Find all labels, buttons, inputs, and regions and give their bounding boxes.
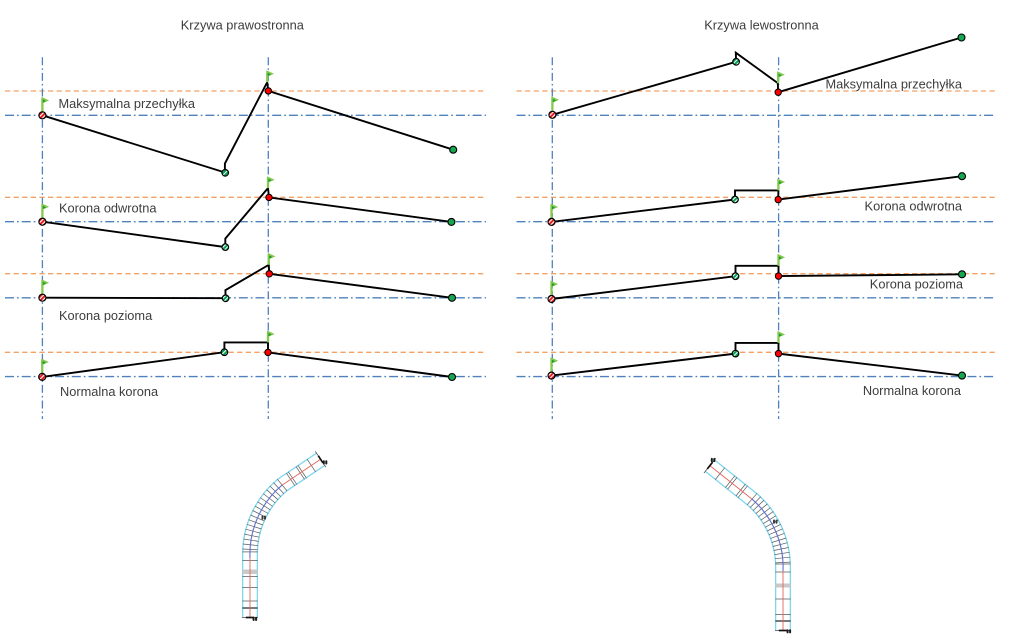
- svg-text:Maksymalna przechyłka: Maksymalna przechyłka: [825, 76, 962, 91]
- svg-text:Maksymalna przechyłka: Maksymalna przechyłka: [59, 96, 196, 111]
- svg-text:Krzywa lewostronna: Krzywa lewostronna: [704, 17, 819, 32]
- svg-text:Normalna korona: Normalna korona: [863, 383, 962, 398]
- svg-text:Korona odwrotna: Korona odwrotna: [59, 200, 157, 215]
- svg-text:Korona pozioma: Korona pozioma: [870, 277, 964, 292]
- svg-text:Korona odwrotna: Korona odwrotna: [865, 199, 963, 214]
- svg-text:Normalna korona: Normalna korona: [60, 384, 159, 399]
- svg-text:Krzywa prawostronna: Krzywa prawostronna: [181, 17, 305, 32]
- svg-text:Korona pozioma: Korona pozioma: [59, 308, 153, 323]
